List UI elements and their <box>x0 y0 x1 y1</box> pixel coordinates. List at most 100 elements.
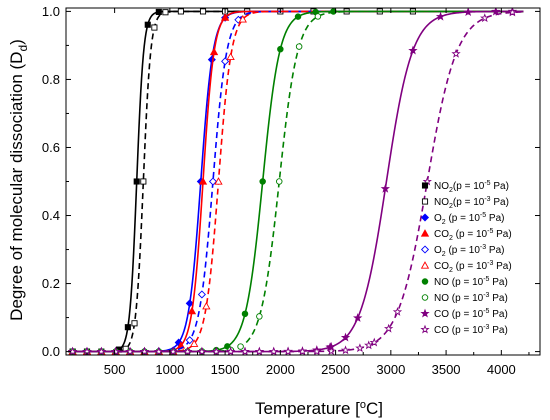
legend-label: CO (p = 10-5 Pa) <box>434 308 508 320</box>
data-point <box>125 346 135 355</box>
legend-label: NO (p = 10-5 Pa) <box>434 276 508 288</box>
data-point <box>209 47 219 56</box>
data-point <box>226 52 235 61</box>
data-point <box>283 346 293 355</box>
data-point <box>168 346 178 355</box>
legend-item: NO (p = 10-5 Pa) <box>421 276 508 288</box>
data-point <box>221 57 230 66</box>
data-point <box>182 346 193 355</box>
data-point <box>185 336 194 345</box>
data-point <box>225 346 236 355</box>
legend-label: O2 (p = 10-5 Pa) <box>434 212 504 226</box>
data-point <box>131 320 138 327</box>
x-tick-label: 1000 <box>155 362 184 377</box>
data-point <box>96 346 107 355</box>
data-point <box>198 177 208 185</box>
legend-marker <box>421 182 429 189</box>
legend: NO2(p = 10-5 Pa) NO2(p = 10-3 Pa) O2 (p = … <box>420 180 512 336</box>
legend-label: CO2 (p = 10-3 Pa) <box>434 260 512 274</box>
data-point <box>151 24 158 31</box>
data-point <box>277 45 284 53</box>
data-point <box>237 343 244 350</box>
data-point <box>240 346 250 355</box>
data-point <box>187 306 197 315</box>
data-point <box>380 183 390 193</box>
legend-marker <box>421 294 429 301</box>
legend-label: NO2(p = 10-3 Pa) <box>434 196 509 210</box>
data-point <box>208 177 217 186</box>
data-point <box>199 8 207 15</box>
data-point <box>254 346 265 355</box>
data-point <box>111 346 121 355</box>
data-point <box>325 342 335 352</box>
data-point <box>140 178 147 185</box>
data-point <box>463 8 473 16</box>
data-point <box>256 313 263 320</box>
y-tick-label: 0.4 <box>42 208 60 223</box>
legend-item: CO (p = 10-5 Pa) <box>420 308 508 320</box>
data-point <box>294 13 302 20</box>
data-point <box>480 13 490 23</box>
data-point <box>353 313 363 322</box>
data-point <box>408 45 418 55</box>
data-point <box>238 14 247 23</box>
data-point <box>202 301 211 310</box>
series-group <box>67 8 524 355</box>
y-tick-label: 0.2 <box>42 276 60 291</box>
legend-marker <box>420 324 430 334</box>
legend-item: NO2(p = 10-5 Pa) <box>421 180 509 194</box>
data-point <box>369 337 379 347</box>
x-tick-label: 2500 <box>321 362 350 377</box>
data-point <box>190 339 199 347</box>
legend-item: NO2(p = 10-3 Pa) <box>421 196 509 210</box>
data-point <box>295 43 303 50</box>
legend-marker <box>420 245 430 254</box>
data-point <box>124 324 131 331</box>
legend-label: CO2 (p = 10-5 Pa) <box>434 228 512 242</box>
data-point <box>314 13 322 20</box>
data-point <box>364 340 374 350</box>
x-axis-title: Temperature [oC] <box>255 399 383 418</box>
legend-label: NO2(p = 10-5 Pa) <box>434 180 509 194</box>
series-10 <box>67 8 524 355</box>
y-tick-label: 0.8 <box>42 72 60 87</box>
legend-item: O2 (p = 10-3 Pa) <box>420 244 504 258</box>
legend-marker <box>421 198 429 205</box>
legend-item: O2 (p = 10-5 Pa) <box>420 212 504 226</box>
data-point <box>259 178 266 185</box>
data-point <box>297 346 308 355</box>
legend-marker <box>421 278 429 285</box>
data-point <box>491 8 501 16</box>
data-point <box>133 178 140 185</box>
data-point <box>451 48 461 58</box>
legend-marker <box>420 308 430 318</box>
data-point <box>241 310 249 318</box>
data-point <box>162 9 169 16</box>
data-point <box>214 177 223 185</box>
x-tick-label: 2000 <box>266 362 295 377</box>
y-tick-label: 0.0 <box>42 344 60 359</box>
x-tick-label: 500 <box>104 362 126 377</box>
data-point <box>139 346 150 355</box>
data-point <box>67 346 78 355</box>
x-tick-label: 3500 <box>432 362 461 377</box>
data-point <box>177 8 184 15</box>
data-point <box>197 290 206 299</box>
legend-marker <box>420 213 430 222</box>
data-point <box>234 15 243 24</box>
legend-label: NO (p = 10-3 Pa) <box>434 292 508 304</box>
legend-label: CO (p = 10-3 Pa) <box>434 324 508 336</box>
data-point <box>312 346 322 355</box>
data-point <box>275 178 283 185</box>
axes: 500 1000 1500 2000 2500 3000 3500 4000 0.0 0.2 0.4… <box>42 4 541 377</box>
y-tick-label: 0.6 <box>42 140 60 155</box>
legend-item: CO2 (p = 10-5 Pa) <box>420 228 512 242</box>
x-tick-label: 1500 <box>211 362 240 377</box>
legend-marker <box>420 229 430 237</box>
data-point <box>340 332 351 342</box>
x-tick-label: 4000 <box>487 362 516 377</box>
legend-marker <box>420 261 430 269</box>
data-point <box>185 299 194 308</box>
y-tick-label: 1.0 <box>42 4 60 19</box>
